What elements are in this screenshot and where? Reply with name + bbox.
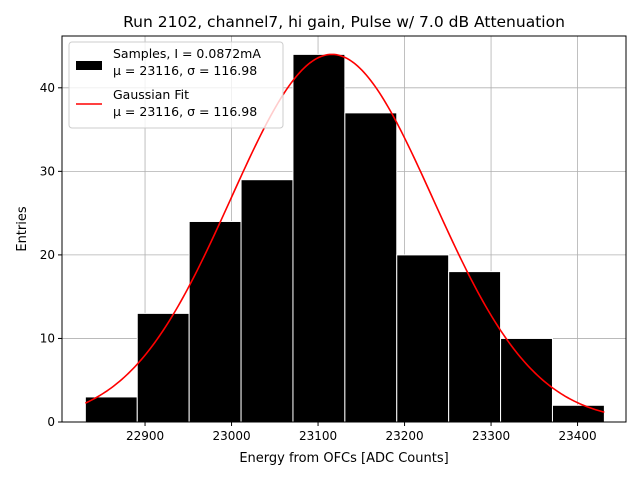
y-tick-label: 30: [40, 164, 55, 178]
histogram-bar: [500, 337, 553, 423]
histogram-bar: [551, 404, 605, 423]
x-tick-label: 23000: [212, 429, 250, 443]
histogram-bar: [84, 396, 138, 423]
histogram-bar: [396, 254, 450, 423]
legend: Samples, I = 0.0872mA μ = 23116, σ = 116…: [68, 41, 284, 129]
y-axis-label: Entries: [15, 206, 30, 252]
chart-title: Run 2102, channel7, hi gain, Pulse w/ 7.…: [123, 13, 565, 31]
legend-label-samples-stats: μ = 23116, σ = 116.98: [113, 63, 257, 78]
x-tick-label: 22900: [126, 429, 164, 443]
legend-label-fit-stats: μ = 23116, σ = 116.98: [113, 104, 257, 119]
fit-curve: [85, 53, 605, 413]
y-tick-label: 10: [40, 331, 55, 345]
y-tick-label: 0: [47, 415, 55, 429]
histogram-bar: [448, 271, 502, 423]
x-tick-label: 23100: [299, 429, 337, 443]
histogram-bar: [344, 112, 398, 423]
y-axis-ticks: 0 10 20 30 40: [40, 81, 62, 429]
x-tick-label: 23400: [558, 429, 596, 443]
y-tick-label: 20: [40, 248, 55, 262]
histogram-bar: [292, 53, 346, 423]
x-axis-ticks: 22900 23000 23100 23200 23300 23400: [126, 422, 597, 443]
plot-frame: [61, 35, 627, 423]
x-axis-label: Energy from OFCs [ADC Counts]: [239, 451, 448, 466]
histogram-bars: [84, 53, 605, 423]
histogram-bar: [188, 220, 242, 423]
legend-swatch-samples: [76, 61, 102, 70]
legend-label-fit: Gaussian Fit: [113, 87, 189, 102]
y-tick-label: 40: [40, 81, 55, 95]
legend-label-samples: Samples, I = 0.0872mA: [113, 46, 261, 61]
x-tick-label: 23200: [385, 429, 423, 443]
legend-box: [68, 41, 284, 129]
gaussian-fit: [85, 53, 605, 413]
histogram-bar: [240, 179, 294, 423]
x-tick-label: 23300: [472, 429, 510, 443]
